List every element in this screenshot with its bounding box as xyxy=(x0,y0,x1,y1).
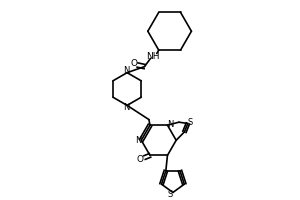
Text: S: S xyxy=(188,118,193,127)
Text: O: O xyxy=(137,155,144,164)
Text: N: N xyxy=(123,103,129,112)
Text: N: N xyxy=(135,136,142,145)
Text: NH: NH xyxy=(146,52,160,61)
Text: N: N xyxy=(167,120,173,129)
Text: O: O xyxy=(130,59,137,68)
Text: S: S xyxy=(168,190,173,199)
Text: N: N xyxy=(123,66,129,75)
